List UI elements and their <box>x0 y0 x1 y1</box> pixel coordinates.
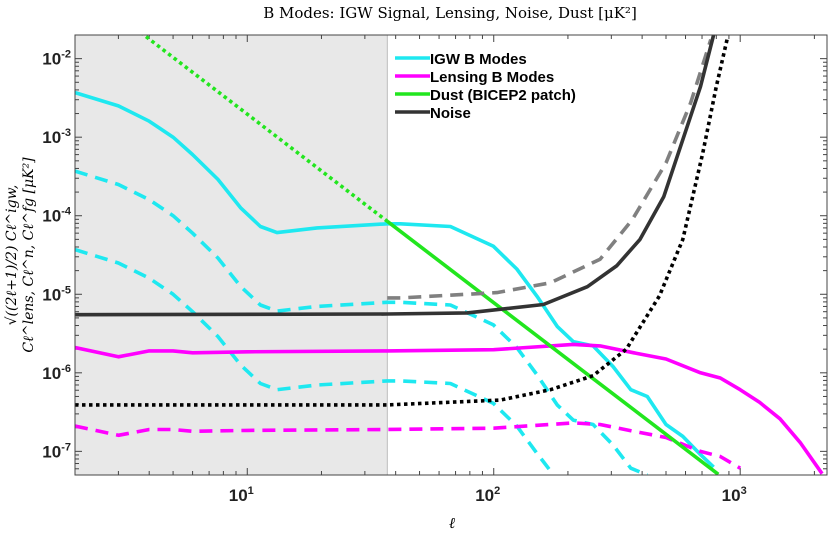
series-noise-dashed <box>387 39 713 300</box>
y-axis-label: √((2ℓ+1)/2) Cℓ^igw,Cℓ^lens, Cℓ^n, Cℓ^fg … <box>4 157 37 353</box>
x-tick-label: 103 <box>722 485 747 505</box>
y-tick-label: 10-7 <box>42 441 71 461</box>
y-tick-label: 10-5 <box>42 284 71 304</box>
y-tick-label: 10-3 <box>42 127 71 147</box>
y-tick-label: 10-2 <box>42 49 71 69</box>
series-igw-dashed-0.1 <box>75 169 648 475</box>
x-tick-label: 101 <box>229 485 254 505</box>
chart-title: B Modes: IGW Signal, Lensing, Noise, Dus… <box>263 4 637 22</box>
y-tick-label: 10-6 <box>42 363 71 383</box>
y-axis-label-line: √((2ℓ+1)/2) Cℓ^igw, <box>4 185 20 326</box>
series-lensing-solid <box>75 342 824 475</box>
series-lensing-dashed <box>75 421 742 470</box>
legend-label: Noise <box>430 105 471 122</box>
axis-ticks <box>74 34 827 476</box>
y-tick-labels: 10-2 10-3 10-4 10-5 10-6 10-7 <box>42 49 72 462</box>
legend-label: Dust (BICEP2 patch) <box>430 87 576 104</box>
y-axis-label-line: Cℓ^lens, Cℓ^n, Cℓ^fg [μK²] <box>21 157 37 353</box>
series-noise-solid <box>75 35 716 317</box>
plot-frame <box>74 34 828 476</box>
series-igw-dashed-0.01 <box>75 247 556 475</box>
x-axis-label: ℓ <box>449 514 455 532</box>
series-noise-dotted <box>75 36 730 407</box>
legend-label: IGW B Modes <box>430 51 527 68</box>
series-igw-solid <box>75 90 715 469</box>
series-dust-solid <box>386 219 720 475</box>
y-tick-label: 10-4 <box>42 206 72 226</box>
x-tick-label: 102 <box>475 485 500 505</box>
legend-label: Lensing B Modes <box>430 69 554 86</box>
x-tick-labels: 101 102 103 <box>229 485 747 505</box>
series-dust-dotted <box>140 35 389 223</box>
series-group <box>75 35 824 475</box>
